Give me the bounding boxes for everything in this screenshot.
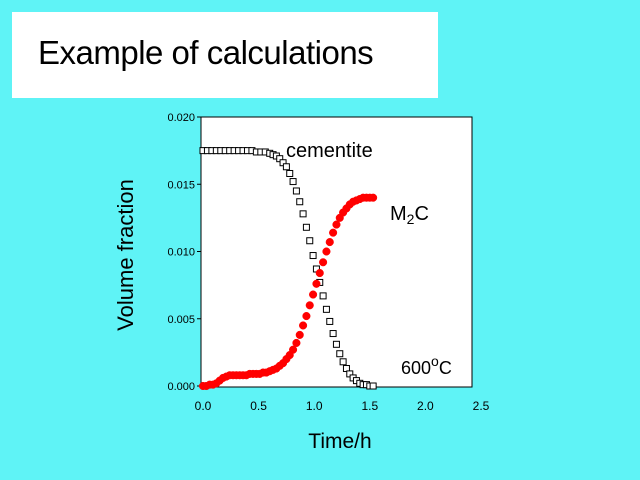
cementite-point xyxy=(336,350,344,358)
cementite-point xyxy=(309,252,317,260)
cementite-label: cementite xyxy=(286,140,373,162)
m2c-point xyxy=(325,238,334,247)
temperature-unit: C xyxy=(439,358,452,378)
m2c-point xyxy=(289,345,298,354)
cementite-point xyxy=(369,382,377,390)
temperature-degree: o xyxy=(431,353,439,369)
m2c-point xyxy=(305,301,314,310)
m2c-label: M2C xyxy=(390,203,429,227)
m2c-point xyxy=(315,268,324,278)
cementite-point xyxy=(329,330,337,338)
x-tick-label: 2.0 xyxy=(417,399,434,413)
x-tick-label: 2.5 xyxy=(473,399,490,413)
cementite-point xyxy=(302,223,310,231)
cementite-point xyxy=(306,237,314,245)
cementite-point xyxy=(319,292,327,300)
y-tick-label: 0.000 xyxy=(167,381,195,393)
m2c-point xyxy=(292,338,301,348)
cementite-point xyxy=(332,340,340,348)
cementite-point xyxy=(296,198,304,206)
x-tick-label: 0.0 xyxy=(195,399,212,413)
x-axis-label: Time/h xyxy=(308,430,371,453)
m2c-point xyxy=(295,330,304,339)
cementite-point xyxy=(286,169,294,177)
m2c-label-tail: C xyxy=(414,203,428,225)
cementite-point xyxy=(289,178,297,186)
m2c-point xyxy=(319,258,328,267)
x-tick-label: 1.5 xyxy=(361,399,378,413)
cementite-point xyxy=(322,305,330,313)
cementite-point xyxy=(326,317,334,325)
x-tick-label: 0.5 xyxy=(250,399,267,413)
y-tick-label: 0.010 xyxy=(167,247,195,259)
x-tick-label: 1.0 xyxy=(306,399,323,413)
m2c-point xyxy=(322,247,331,256)
m2c-point xyxy=(332,220,341,229)
m2c-series xyxy=(198,193,378,391)
m2c-point xyxy=(312,279,321,288)
cementite-point xyxy=(282,163,290,171)
cementite-point xyxy=(292,187,300,195)
m2c-point xyxy=(299,321,308,330)
m2c-point xyxy=(369,193,378,202)
y-tick-label: 0.005 xyxy=(167,314,195,326)
y-tick-label: 0.015 xyxy=(167,179,195,191)
m2c-point xyxy=(329,228,338,237)
x-axis-ticks: 0.0 0.5 1.0 1.5 2.0 2.5 xyxy=(195,399,490,413)
cementite-point xyxy=(299,210,307,218)
temperature-value: 600 xyxy=(401,358,431,378)
cementite-series xyxy=(199,147,377,390)
cementite-point xyxy=(339,358,347,366)
m2c-point xyxy=(309,290,318,299)
m2c-point xyxy=(302,312,311,321)
y-axis-label: Volume fraction xyxy=(113,179,138,331)
title-box: Example of calculations xyxy=(12,12,438,98)
y-axis-ticks: 0.000 0.005 0.010 0.015 0.020 xyxy=(167,112,201,393)
m2c-label-sub: 2 xyxy=(407,211,415,227)
temperature-label: 600oC xyxy=(401,353,452,378)
m2c-label-main: M xyxy=(390,203,407,225)
y-tick-label: 0.020 xyxy=(167,112,195,124)
slide-title: Example of calculations xyxy=(38,34,374,71)
